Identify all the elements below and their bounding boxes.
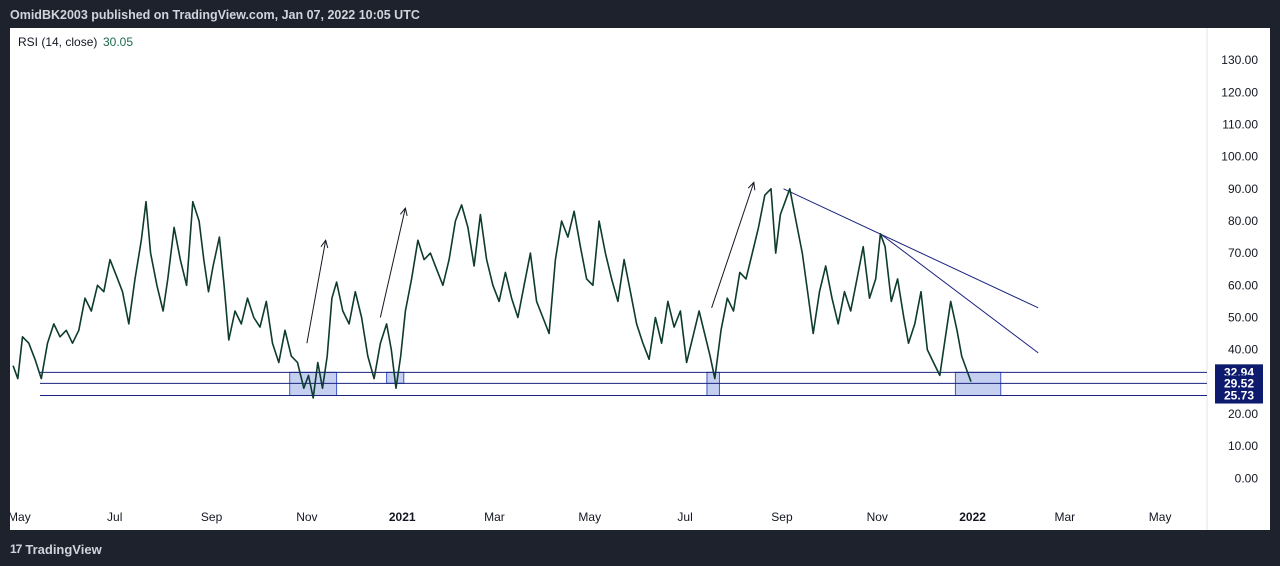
y-tick-label: 110.00 [1222, 117, 1258, 131]
x-tick-label: May [578, 510, 601, 524]
x-tick-label: Sep [201, 510, 223, 524]
arrow-head-icon-0 [320, 239, 329, 249]
x-axis: May Jul Sep Nov 2021 Mar May Jul Sep Nov 2022 Mar Ma… [8, 510, 1172, 524]
highlight-zone-2 [706, 371, 720, 397]
publish-attribution: OmidBK2003 published on TradingView.com,… [10, 8, 420, 22]
indicator-title: RSI (14, close) [18, 35, 97, 49]
arrow-shaft-0 [306, 240, 327, 344]
arrow-annotations [306, 181, 756, 344]
y-tick-label: 100.00 [1221, 150, 1258, 164]
trendlines [783, 188, 1039, 354]
arrow-shaft-2 [711, 182, 755, 308]
y-tick-label: 10.00 [1228, 439, 1258, 453]
x-tick-label: May [1149, 510, 1172, 524]
y-tick-label: 70.00 [1228, 246, 1258, 260]
y-tick-label: 20.00 [1228, 407, 1258, 421]
trendline-1 [880, 233, 1039, 354]
level-badge-label-1: 29.52 [1224, 376, 1254, 390]
y-tick-label: 60.00 [1228, 278, 1258, 292]
arrow-head-icon-1 [399, 206, 408, 217]
x-tick-label: Sep [771, 510, 793, 524]
trendline-0 [783, 188, 1039, 309]
chart-legend: RSI (14, close) 30.05 [18, 35, 133, 49]
brand-name: TradingView [25, 541, 102, 557]
y-tick-label: 40.00 [1228, 343, 1258, 357]
horizontal-levels [40, 371, 1207, 397]
tradingview-logo-icon: 17 [10, 542, 22, 556]
y-tick-label: 0.00 [1235, 471, 1259, 485]
highlight-zone-3 [954, 371, 1002, 397]
x-tick-label: May [10, 510, 31, 524]
y-tick-label: 130.00 [1221, 53, 1258, 67]
arrow-head-icon-2 [747, 181, 756, 191]
y-tick-label: 80.00 [1228, 214, 1258, 228]
x-tick-label: Mar [1054, 510, 1075, 524]
x-tick-label: 2021 [389, 510, 416, 524]
x-tick-label: Nov [296, 510, 317, 524]
rsi-series-line [12, 188, 972, 399]
x-tick-label: Jul [677, 510, 692, 524]
y-tick-label: 50.00 [1228, 310, 1258, 324]
y-tick-label: 120.00 [1221, 85, 1258, 99]
x-tick-label: Mar [484, 510, 505, 524]
level-badge-1 [1215, 375, 1263, 392]
x-tick-label: Nov [867, 510, 888, 524]
level-badge-label-2: 25.73 [1224, 389, 1254, 403]
level-badge-2 [1215, 387, 1263, 404]
x-tick-label: 2022 [959, 510, 986, 524]
tradingview-branding[interactable]: 17 TradingView [10, 540, 102, 558]
rsi-chart[interactable]: RSI (14, close) 30.05 130.00 120.00 110.00… [8, 28, 1270, 530]
indicator-current-value: 30.05 [103, 35, 133, 49]
x-tick-label: Jul [107, 510, 122, 524]
y-axis: 130.00 120.00 110.00 100.00 90.00 80.00 70.00 6… [1221, 53, 1258, 485]
arrow-shaft-1 [379, 207, 406, 318]
chart-panel: RSI (14, close) 30.05 130.00 120.00 110.00… [8, 28, 1270, 530]
y-tick-label: 90.00 [1228, 182, 1258, 196]
